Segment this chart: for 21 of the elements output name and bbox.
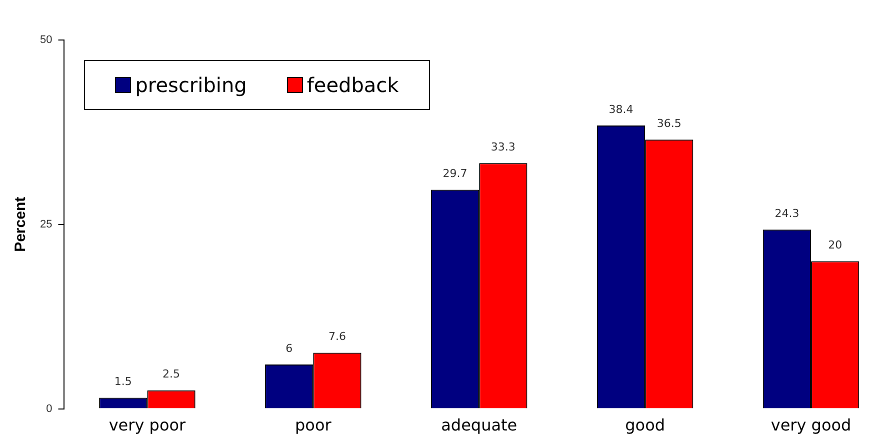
data-label: 20 bbox=[828, 238, 842, 252]
data-label: 24.3 bbox=[774, 206, 800, 220]
legend-label: feedback bbox=[306, 73, 399, 97]
legend-label: prescribing bbox=[134, 73, 247, 97]
data-label: 1.5 bbox=[114, 375, 132, 388]
y-tick-label: 0 bbox=[46, 402, 52, 415]
x-tick-label: poor bbox=[295, 416, 332, 435]
x-tick-label: very poor bbox=[108, 416, 186, 435]
data-label: 29.7 bbox=[442, 167, 468, 180]
data-label: 36.5 bbox=[656, 116, 682, 130]
y-axis-title: Percent bbox=[12, 196, 30, 252]
y-tick-label: 50 bbox=[40, 34, 52, 46]
data-label: 38.4 bbox=[608, 102, 634, 116]
data-label: 33.3 bbox=[490, 140, 516, 154]
x-tick-label: adequate bbox=[441, 416, 518, 435]
x-tick-label: very good bbox=[770, 416, 852, 435]
data-label: 6 bbox=[286, 342, 293, 355]
data-label: 2.5 bbox=[162, 368, 180, 381]
x-tick-label: good bbox=[625, 416, 666, 435]
data-label: 7.6 bbox=[328, 330, 346, 344]
y-tick-label: 25 bbox=[40, 218, 52, 230]
